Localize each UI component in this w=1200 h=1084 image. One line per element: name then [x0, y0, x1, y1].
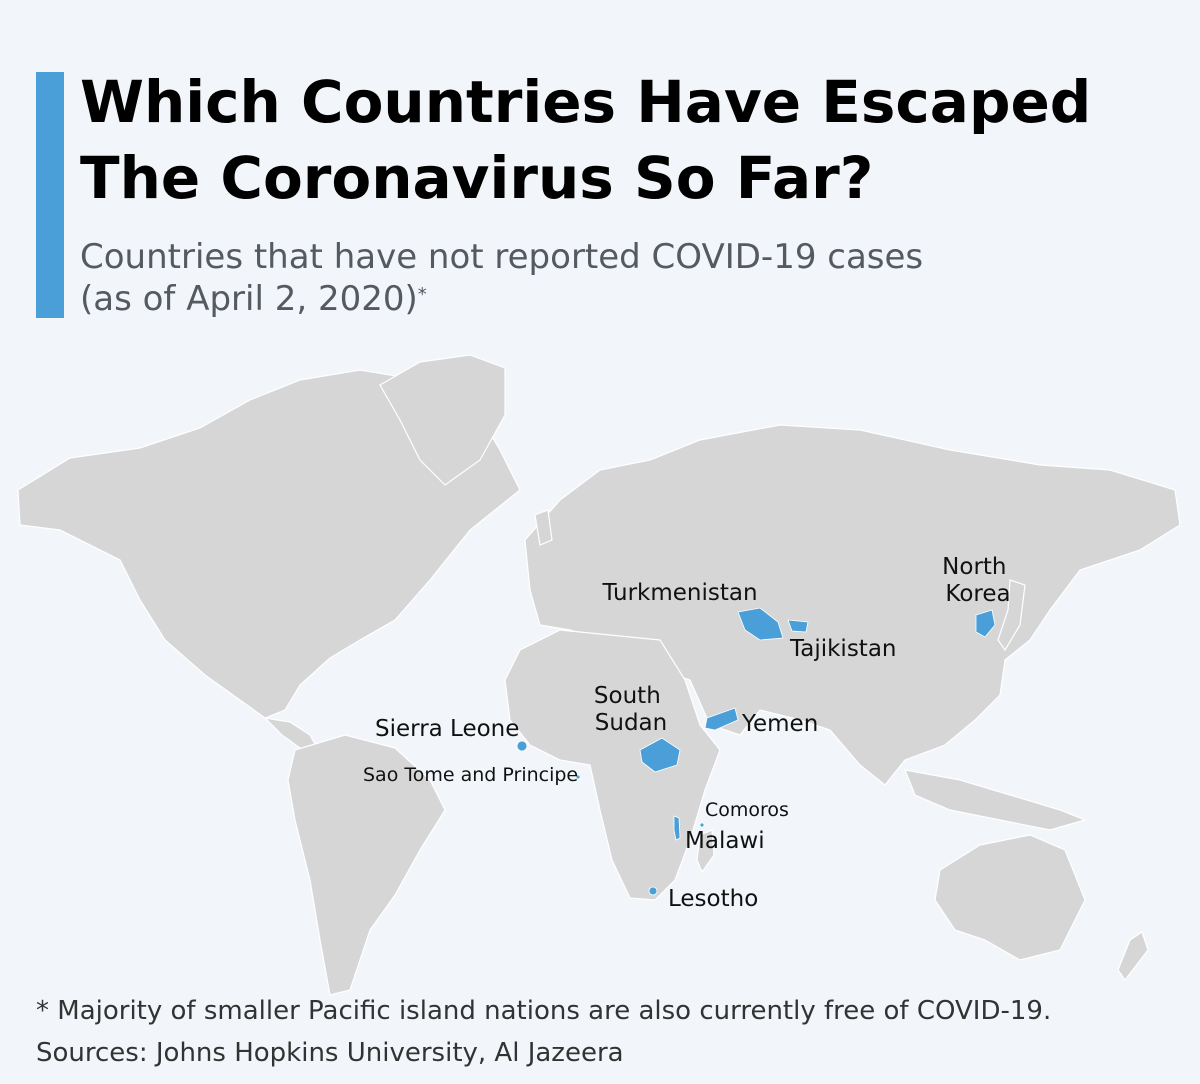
subtitle-line-1: Countries that have not reported COVID-1… — [80, 237, 924, 277]
country-comoros — [699, 822, 705, 828]
country-lesotho — [648, 886, 658, 896]
landmass-new-zealand — [1117, 931, 1149, 982]
landmass-greenland — [379, 354, 506, 486]
landmass-australia — [934, 834, 1086, 961]
sources: Sources: Johns Hopkins University, Al Ja… — [36, 1038, 624, 1068]
footer: * Majority of smaller Pacific island nat… — [36, 990, 1176, 1074]
country-labels: Turkmenistan Tajikistan North Korea Sout… — [363, 554, 1014, 912]
subtitle-footnote-marker: * — [417, 284, 427, 305]
label-south-sudan: South Sudan — [594, 683, 668, 736]
country-turkmenistan — [737, 607, 784, 641]
subtitle-line-2: (as of April 2, 2020) — [80, 279, 418, 319]
page-title: Which Countries Have Escaped The Coronav… — [80, 64, 1180, 216]
landmass-north-america — [17, 369, 521, 719]
country-malawi — [673, 815, 681, 841]
label-sao-tome: Sao Tome and Principe — [363, 764, 578, 786]
title-line-2: The Coronavirus So Far? — [80, 144, 874, 212]
landmass-south-america — [287, 734, 446, 996]
subtitle: Countries that have not reported COVID-1… — [80, 236, 1180, 320]
landmass-africa — [504, 629, 721, 901]
country-sao-tome — [575, 774, 581, 780]
label-turkmenistan: Turkmenistan — [601, 580, 757, 606]
country-tajikistan — [787, 619, 809, 633]
label-north-korea: North Korea — [942, 554, 1014, 607]
landmass-southeast-asia — [904, 769, 1087, 831]
country-north-korea — [975, 609, 996, 638]
label-tajikistan: Tajikistan — [789, 636, 897, 662]
country-yemen — [704, 707, 739, 731]
landmass-uk — [534, 509, 553, 546]
label-sierra-leone: Sierra Leone — [375, 716, 519, 742]
country-sierra-leone — [516, 740, 528, 752]
footnote: * Majority of smaller Pacific island nat… — [36, 996, 1052, 1026]
label-yemen: Yemen — [741, 711, 818, 737]
landmass-japan — [997, 579, 1026, 652]
highlighted-countries — [516, 607, 996, 896]
label-malawi: Malawi — [685, 828, 765, 854]
country-south-sudan — [639, 737, 681, 773]
label-lesotho: Lesotho — [668, 886, 758, 912]
landmass-madagascar — [696, 829, 715, 874]
land-masses — [17, 354, 1181, 996]
label-comoros: Comoros — [705, 799, 789, 821]
title-accent-bar — [36, 72, 64, 318]
title-line-1: Which Countries Have Escaped — [80, 68, 1092, 136]
world-map: Turkmenistan Tajikistan North Korea Sout… — [17, 354, 1181, 996]
